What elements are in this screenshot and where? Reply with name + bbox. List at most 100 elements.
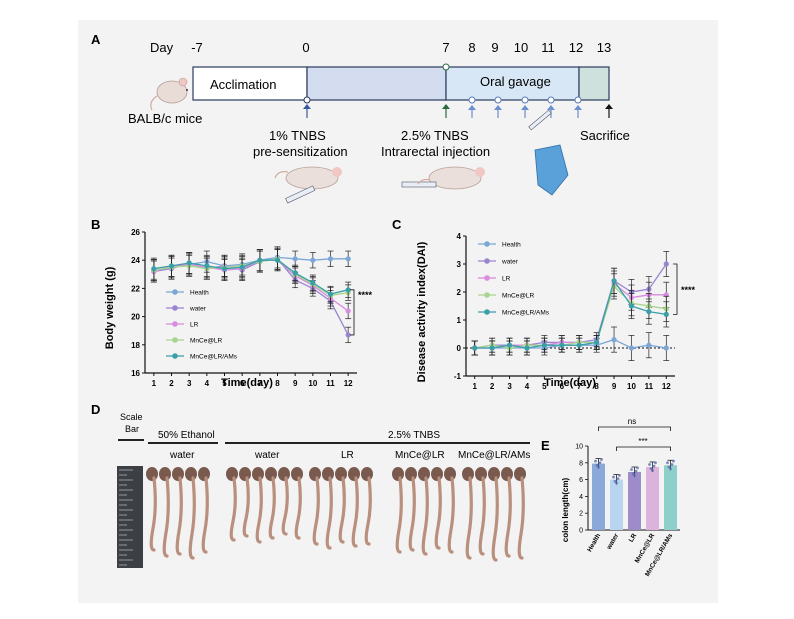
colon <box>434 476 442 550</box>
cecum <box>198 467 210 481</box>
colon <box>162 476 170 558</box>
x-tick-label: 5 <box>222 379 227 388</box>
individual-point <box>595 463 599 467</box>
x-tick-label: 1 <box>152 379 157 388</box>
y-tick-label: 20 <box>131 313 140 322</box>
colon <box>312 476 320 546</box>
legend-marker <box>172 337 178 343</box>
individual-point <box>631 472 635 476</box>
significance-bracket <box>350 289 355 336</box>
individual-point <box>666 461 669 465</box>
day-tick-label: 13 <box>597 40 611 55</box>
legend-label: LR <box>190 322 199 329</box>
x-category-label: Health <box>586 532 602 553</box>
data-point-MnCe@LR/AMs <box>345 287 351 293</box>
data-point-MnCe@LR/AMs <box>559 342 565 348</box>
mice-label: BALB/c mice <box>128 111 202 126</box>
colon <box>517 476 525 560</box>
comparison-ns: ns <box>628 417 636 426</box>
data-point-MnCe@LR/AMs <box>541 342 547 348</box>
day-tick-label: 7 <box>442 40 449 55</box>
colon <box>188 476 196 560</box>
x-category-label: water <box>605 532 620 551</box>
colon <box>504 476 512 558</box>
cecum <box>309 467 321 481</box>
cecum <box>462 467 474 481</box>
x-tick-label: 9 <box>293 379 298 388</box>
legend-label: Health <box>190 290 209 297</box>
cecum <box>335 467 347 481</box>
x-tick-label: 6 <box>560 382 565 391</box>
colon-photos <box>146 467 526 562</box>
x-tick-label: 12 <box>344 379 353 388</box>
colon <box>478 476 486 556</box>
x-tick-label: 3 <box>507 382 512 391</box>
individual-point <box>652 464 656 468</box>
day-tick-label: 11 <box>541 40 555 55</box>
gavage-arrow-head <box>547 105 555 110</box>
cecum <box>475 467 487 481</box>
significance-bracket <box>673 263 678 315</box>
scale-bar-label-2: Bar <box>125 424 139 434</box>
cecum <box>348 467 360 481</box>
x-tick-label: 8 <box>275 379 280 388</box>
cecum <box>291 467 303 481</box>
cecum <box>239 467 251 481</box>
y-tick-label: 24 <box>131 256 140 265</box>
colon <box>201 476 209 554</box>
pre-sensitization-segment <box>306 66 447 101</box>
data-point-MnCe@LR/AMs <box>576 342 582 348</box>
cecum <box>172 467 184 481</box>
individual-point <box>612 475 615 479</box>
colon <box>268 476 276 540</box>
cecum <box>146 467 158 481</box>
comparison-triple-star: *** <box>638 437 647 446</box>
x-tick-label: 7 <box>258 379 263 388</box>
colon <box>395 476 403 554</box>
colon <box>447 476 455 554</box>
x-tick-label: 5 <box>542 382 547 391</box>
y-tick-label: 2 <box>579 511 583 518</box>
y-tick-label: 22 <box>131 284 140 293</box>
x-tick-label: 7 <box>577 382 582 391</box>
series-line-LR <box>153 259 349 312</box>
legend-marker <box>172 305 178 311</box>
legend-marker <box>484 292 490 298</box>
x-tick-label: 11 <box>326 379 335 388</box>
y-tick-label: 1 <box>457 316 462 325</box>
data-point-Health <box>663 345 669 351</box>
individual-point <box>600 458 603 461</box>
colon <box>294 476 302 540</box>
individual-point <box>613 479 617 483</box>
individual-point <box>630 468 633 471</box>
y-tick-label: 3 <box>457 260 462 269</box>
bracket-triple-star <box>616 446 671 451</box>
gavage-arrows <box>468 105 582 118</box>
data-point-MnCe@LR/AMs <box>310 280 316 286</box>
day-tick-label: 10 <box>514 40 528 55</box>
legend-label: MnCe@LR <box>502 293 535 300</box>
tnbs2-line1: 2.5% TNBS <box>401 128 469 143</box>
body-weight-xlabel: Time(day) <box>221 377 273 389</box>
cecum <box>185 467 197 481</box>
legend-marker <box>484 258 490 264</box>
cecum <box>514 467 526 481</box>
syringe-mouse-illustration-2 <box>401 166 485 190</box>
data-point-MnCe@LR/AMs <box>489 345 495 351</box>
cecum <box>488 467 500 481</box>
legend-label: LR <box>502 276 511 283</box>
colon <box>465 476 473 560</box>
data-point-MnCe@LR/AMs <box>663 311 669 317</box>
individual-point <box>618 474 621 477</box>
ethanol-label: 50% Ethanol <box>158 430 215 441</box>
x-tick-label: 9 <box>612 382 617 391</box>
y-tick-label: 8 <box>579 460 583 467</box>
x-tick-label: 12 <box>662 382 671 391</box>
individual-point <box>667 465 671 469</box>
individual-point <box>636 466 639 470</box>
data-point-Health <box>611 337 617 343</box>
data-point-MnCe@LR/AMs <box>239 264 245 270</box>
x-tick-label: 11 <box>645 382 654 391</box>
individual-point <box>670 463 674 466</box>
